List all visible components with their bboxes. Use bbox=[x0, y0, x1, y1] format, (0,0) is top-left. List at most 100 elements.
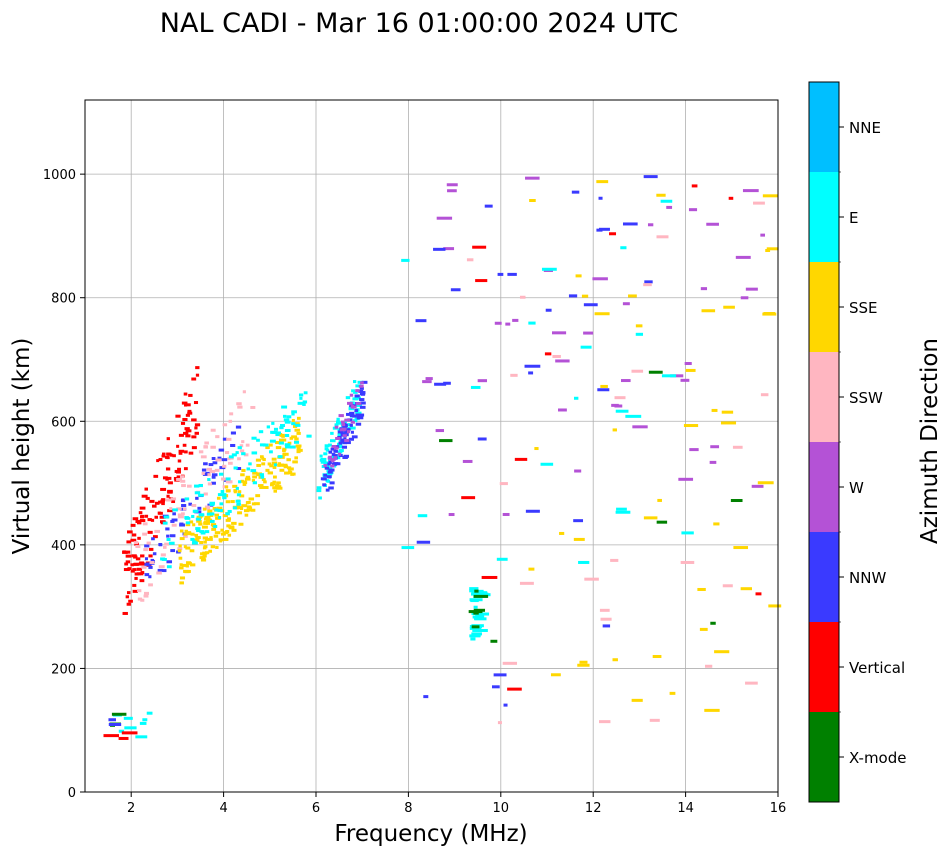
echo-point bbox=[705, 664, 713, 668]
echo-point bbox=[609, 232, 617, 236]
echo-point bbox=[197, 506, 202, 510]
echo-point bbox=[185, 521, 191, 525]
echo-point bbox=[713, 522, 720, 526]
echo-point bbox=[227, 533, 232, 537]
echo-point bbox=[740, 296, 749, 300]
echo-point bbox=[328, 460, 332, 464]
x-tick-label: 16 bbox=[770, 801, 787, 816]
echo-point bbox=[125, 560, 131, 564]
echo-point bbox=[135, 520, 141, 524]
echo-point bbox=[550, 673, 561, 677]
echo-point bbox=[620, 246, 627, 250]
echo-point bbox=[294, 437, 299, 441]
colorbar-segment-ssw bbox=[809, 352, 839, 442]
echo-point bbox=[183, 534, 188, 538]
echo-point bbox=[227, 457, 231, 461]
echo-point bbox=[184, 450, 188, 454]
echo-point bbox=[201, 468, 207, 472]
series-spread-ssw bbox=[466, 201, 769, 725]
plot-frame bbox=[84, 99, 779, 793]
echo-point bbox=[720, 421, 737, 425]
echo-point bbox=[164, 455, 170, 459]
echo-point bbox=[471, 591, 486, 595]
echo-point bbox=[284, 433, 290, 437]
echo-point bbox=[231, 521, 237, 525]
echo-point bbox=[244, 477, 251, 481]
echo-point bbox=[187, 531, 192, 535]
echo-point bbox=[295, 444, 302, 448]
echo-point bbox=[681, 531, 694, 535]
echo-point bbox=[271, 457, 277, 461]
series-echo-100km-nnw bbox=[108, 718, 122, 727]
echo-point bbox=[124, 562, 129, 566]
echo-point bbox=[344, 418, 351, 422]
echo-point bbox=[318, 496, 322, 500]
echo-point bbox=[760, 393, 769, 397]
echo-point bbox=[217, 493, 224, 497]
echo-point bbox=[622, 222, 638, 226]
echo-point bbox=[135, 545, 141, 549]
echo-point bbox=[185, 546, 191, 550]
series-echo-100km-vertical bbox=[103, 731, 138, 740]
echo-point bbox=[158, 543, 163, 547]
echo-point bbox=[706, 222, 719, 226]
echo-point bbox=[333, 456, 338, 460]
echo-point bbox=[211, 527, 217, 531]
echo-point bbox=[225, 512, 230, 516]
echo-point bbox=[612, 658, 618, 662]
echo-point bbox=[158, 511, 163, 515]
echo-point bbox=[152, 535, 158, 539]
echo-point bbox=[222, 423, 228, 427]
echo-point bbox=[269, 439, 276, 443]
echo-point bbox=[185, 434, 191, 438]
echo-point bbox=[179, 522, 184, 526]
echo-point bbox=[147, 518, 152, 522]
echo-point bbox=[176, 507, 182, 511]
echo-point bbox=[598, 227, 610, 231]
echo-point bbox=[652, 655, 662, 659]
echo-point bbox=[358, 413, 365, 417]
echo-point bbox=[126, 602, 131, 606]
echo-point bbox=[202, 472, 208, 476]
echo-point bbox=[218, 448, 225, 452]
echo-point bbox=[142, 718, 148, 722]
echo-point bbox=[199, 541, 204, 545]
echo-point bbox=[471, 625, 480, 629]
y-tick-label: 0 bbox=[68, 786, 76, 801]
series-spread-sse bbox=[528, 180, 782, 712]
echo-point bbox=[232, 506, 238, 510]
echo-point bbox=[177, 547, 183, 551]
echo-point bbox=[334, 454, 338, 458]
echo-point bbox=[154, 515, 159, 519]
echo-point bbox=[195, 527, 201, 531]
echo-point bbox=[141, 565, 147, 569]
colorbar: X-mode Vertical NNW W SSW SSE E NNE bbox=[808, 81, 906, 803]
echo-point bbox=[281, 434, 285, 438]
echo-point bbox=[195, 366, 200, 370]
series-spread-xmode bbox=[439, 370, 743, 643]
echo-point bbox=[137, 536, 141, 540]
echo-point bbox=[573, 519, 584, 523]
echo-point bbox=[202, 551, 208, 555]
echo-point bbox=[126, 591, 131, 595]
echo-point bbox=[250, 469, 257, 473]
echo-point bbox=[358, 384, 364, 388]
echo-point bbox=[232, 484, 238, 488]
echo-point bbox=[579, 660, 588, 664]
colorbar-segment-vertical bbox=[809, 622, 839, 712]
echo-point bbox=[447, 189, 457, 193]
echo-point bbox=[207, 482, 212, 486]
echo-point bbox=[166, 534, 170, 538]
echo-point bbox=[259, 443, 266, 447]
echo-point bbox=[355, 402, 362, 406]
echo-point bbox=[183, 532, 187, 536]
echo-point bbox=[204, 515, 211, 519]
echo-point bbox=[349, 414, 355, 418]
echo-point bbox=[220, 490, 225, 494]
echo-point bbox=[544, 352, 552, 356]
echo-point bbox=[643, 283, 652, 287]
echo-point bbox=[244, 513, 249, 517]
echo-point bbox=[477, 437, 487, 441]
echo-point bbox=[280, 424, 286, 428]
echo-point bbox=[174, 469, 180, 473]
